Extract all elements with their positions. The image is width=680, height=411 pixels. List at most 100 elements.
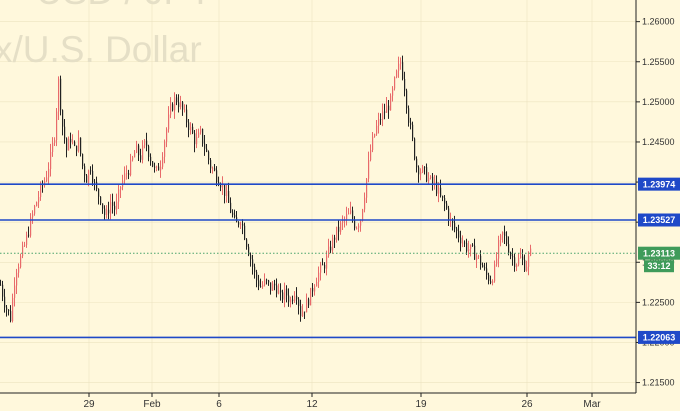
candle-body [64,126,66,139]
candle-body [502,231,504,235]
candle-body [336,226,338,240]
candle-body [360,220,362,226]
candle-body [430,176,432,178]
candle-body [212,168,214,170]
candle-body [28,234,30,236]
candle-body [404,78,406,91]
candle-body [376,125,378,135]
candle-body [224,184,226,196]
candle-body [378,119,380,126]
candle-body [18,267,20,273]
candle-body [72,141,74,143]
candle-body [46,177,48,182]
candle-body [280,290,282,293]
candle-body [168,114,170,130]
candle-body [222,184,224,188]
candle-body [410,122,412,125]
candle-body [60,78,62,111]
candle-body [196,137,198,145]
candle-body [510,253,512,257]
candle-body [110,202,112,214]
candle-body [170,104,172,115]
candle-body [274,283,276,286]
candle-body [128,173,130,175]
candle-body [200,128,202,133]
countdown-label: 33:12 [647,261,670,271]
candle-body [328,246,330,256]
candle-body [10,311,12,322]
candle-body [116,201,118,210]
price-badges: 1.23974 1.23527 1.22063 1.23113 33:12 [638,177,680,344]
candle-body [454,222,456,229]
current-price-badge [638,246,680,260]
candle-body [478,255,480,257]
candle-body [382,111,384,120]
candle-body [312,287,314,292]
candle-body [414,138,416,159]
candle-body [160,166,162,171]
candle-body [114,205,116,210]
candle-body [468,249,470,252]
candle-body [278,290,280,294]
candle-body [38,196,40,203]
candle-body [192,126,194,134]
price-levels[interactable] [0,183,636,339]
candle-body [326,255,328,269]
candle-body [164,141,166,157]
candle-body [16,272,18,286]
candle-body [370,149,372,161]
candle-body [92,171,94,182]
candle-body [516,264,518,267]
candle-body [394,77,396,89]
candle-body [98,188,100,197]
candle-body [480,255,482,265]
candle-body [484,267,486,269]
candle-body [298,299,300,307]
candle-body [252,259,254,267]
candle-body [52,142,54,152]
candle-body [104,208,106,215]
y-tick-label: 1.25500 [642,57,675,67]
candle-body [26,234,28,245]
candle-body [284,288,286,300]
candle-body [396,70,398,78]
candle-body [258,280,260,287]
candle-body [126,173,128,174]
candle-body [214,168,216,171]
candle-body [308,299,310,306]
candle-body [342,220,344,223]
candle-body [460,237,462,244]
x-tick-label: Feb [143,399,161,410]
countdown-badge [644,260,674,273]
candle-body [30,217,32,236]
x-tick-label: 6 [216,399,222,410]
candle-body [416,158,418,168]
candle-body [254,266,256,273]
candle-body [354,219,356,229]
candle-body [522,256,524,260]
candle-body [426,167,428,182]
candle-body [282,292,284,300]
candle-body [154,166,156,168]
candle-body [486,268,488,275]
candle-body [422,166,424,172]
candle-body [458,230,460,238]
candle-body [294,295,296,301]
candle-body [264,279,266,285]
candle-body [500,234,502,240]
candle-body [22,245,24,257]
candle-body [248,246,250,256]
candle-body [384,111,386,113]
candle-body [220,185,222,188]
candle-body [316,281,318,287]
candle-body [106,209,108,215]
candle-body [70,138,72,143]
x-tick-label: Mar [583,399,601,410]
candle-body [82,154,84,167]
candle-body [84,166,86,176]
candle-body [432,176,434,184]
candle-body [520,256,522,258]
candle-body [490,281,492,284]
candle-body [162,156,164,167]
